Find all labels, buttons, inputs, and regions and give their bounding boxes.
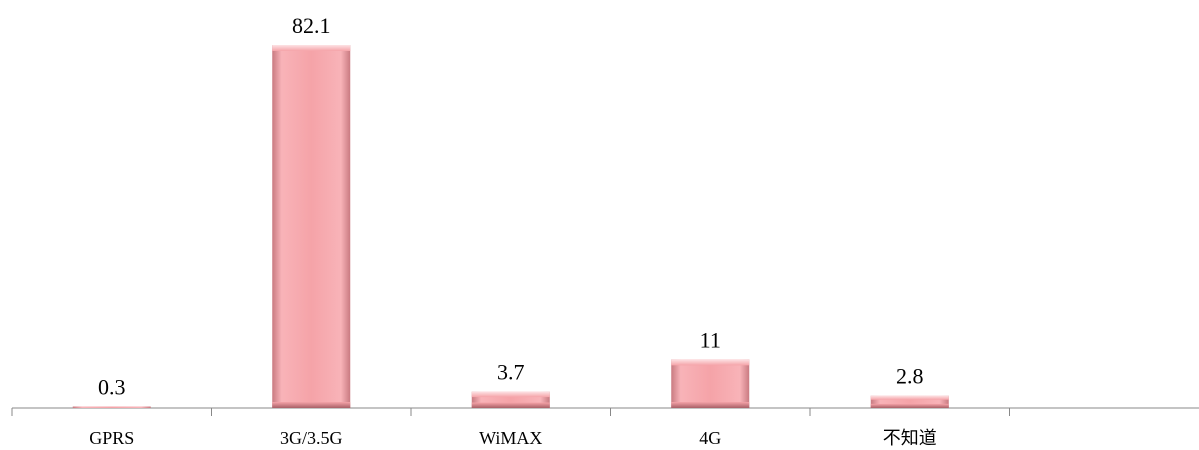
- bar-bevel-top: [870, 395, 949, 400]
- bar: [870, 395, 949, 408]
- bar-body: [72, 406, 151, 408]
- bars-group: [72, 45, 949, 408]
- bar-body: [671, 359, 750, 408]
- data-label: 2.8: [896, 364, 924, 389]
- bar-bevel-bottom: [471, 402, 550, 408]
- bar-bevel-bottom: [870, 403, 949, 408]
- bar: [671, 359, 750, 408]
- category-label: 3G/3.5G: [280, 428, 343, 448]
- bar: [72, 406, 151, 408]
- x-axis-ticks: [11, 408, 1010, 416]
- category-label: GPRS: [89, 428, 134, 448]
- bar-body: [272, 45, 351, 408]
- data-label: 11: [700, 327, 721, 352]
- bar: [471, 391, 550, 408]
- bar-bevel-top: [471, 391, 550, 398]
- category-label: 4G: [699, 428, 721, 448]
- bar-bevel-bottom: [272, 402, 351, 408]
- data-label: 0.3: [98, 375, 126, 400]
- category-label: WiMAX: [479, 428, 542, 448]
- category-labels-group: GPRS 3G/3.5G WiMAX 4G 不知道: [89, 428, 937, 448]
- bar-bevel-bottom: [671, 402, 750, 408]
- data-label: 82.1: [292, 13, 331, 38]
- bar-bevel-top: [272, 45, 351, 51]
- category-label: 不知道: [883, 428, 937, 448]
- data-labels-group: 0.3 82.1 3.7 11 2.8: [98, 13, 924, 400]
- bar: [272, 45, 351, 408]
- bar-bevel-top: [671, 359, 750, 366]
- data-label: 3.7: [497, 360, 525, 385]
